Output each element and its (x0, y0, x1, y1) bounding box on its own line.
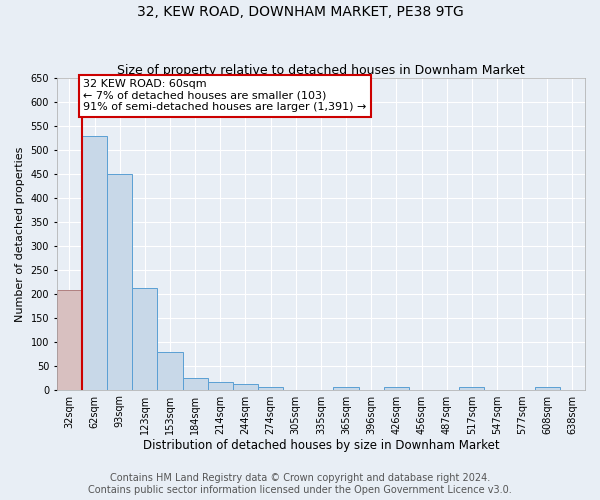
Bar (233, 384, 258, 390)
Bar (107, 174, 132, 390)
Bar (258, 387, 283, 390)
Title: Size of property relative to detached houses in Downham Market: Size of property relative to detached ho… (117, 64, 525, 77)
Text: 32, KEW ROAD, DOWNHAM MARKET, PE38 9TG: 32, KEW ROAD, DOWNHAM MARKET, PE38 9TG (137, 5, 463, 19)
Bar (535, 387, 560, 390)
Bar (132, 288, 157, 390)
Bar (384, 387, 409, 390)
Bar (334, 387, 359, 390)
Bar (459, 387, 484, 390)
Bar (57, 290, 82, 390)
Bar (157, 352, 182, 390)
Bar (182, 378, 208, 390)
X-axis label: Distribution of detached houses by size in Downham Market: Distribution of detached houses by size … (143, 440, 499, 452)
Y-axis label: Number of detached properties: Number of detached properties (15, 146, 25, 322)
Bar (82, 136, 107, 390)
Bar (208, 382, 233, 390)
Text: Contains HM Land Registry data © Crown copyright and database right 2024.
Contai: Contains HM Land Registry data © Crown c… (88, 474, 512, 495)
Text: 32 KEW ROAD: 60sqm
← 7% of detached houses are smaller (103)
91% of semi-detache: 32 KEW ROAD: 60sqm ← 7% of detached hous… (83, 79, 367, 112)
